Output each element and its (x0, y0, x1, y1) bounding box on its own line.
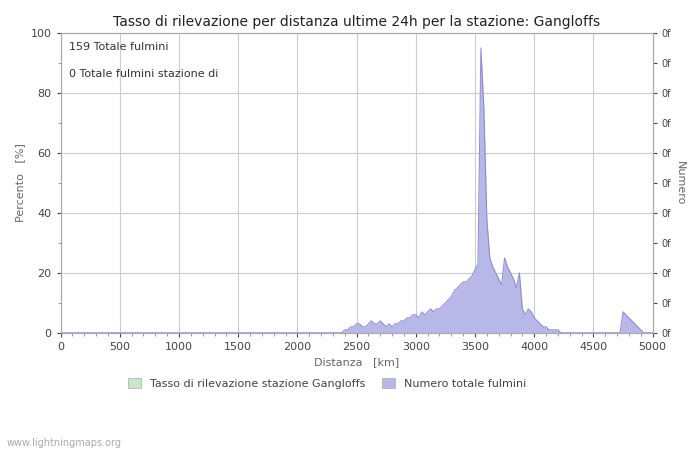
Text: 0 Totale fulmini stazione di: 0 Totale fulmini stazione di (69, 69, 219, 79)
Text: 159 Totale fulmini: 159 Totale fulmini (69, 42, 169, 52)
Y-axis label: Numero: Numero (675, 161, 685, 205)
X-axis label: Distanza   [km]: Distanza [km] (314, 357, 399, 367)
Y-axis label: Percento   [%]: Percento [%] (15, 144, 25, 222)
Legend: Tasso di rilevazione stazione Gangloffs, Numero totale fulmini: Tasso di rilevazione stazione Gangloffs,… (123, 374, 531, 393)
Text: www.lightningmaps.org: www.lightningmaps.org (7, 438, 122, 448)
Title: Tasso di rilevazione per distanza ultime 24h per la stazione: Gangloffs: Tasso di rilevazione per distanza ultime… (113, 15, 600, 29)
